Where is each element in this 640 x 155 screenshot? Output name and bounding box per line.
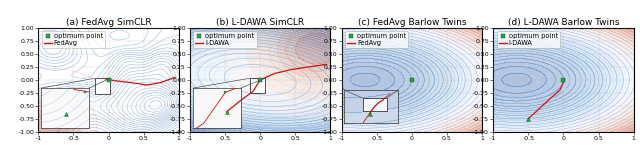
Title: (c) FedAvg Barlow Twins: (c) FedAvg Barlow Twins: [358, 18, 466, 27]
Title: (a) FedAvg SimCLR: (a) FedAvg SimCLR: [66, 18, 152, 27]
Bar: [95, 78, 110, 94]
Legend: optimum point, FedAvg: optimum point, FedAvg: [345, 31, 408, 48]
Bar: [250, 78, 265, 93]
Legend: optimum point, l-DAWA: optimum point, l-DAWA: [193, 31, 257, 48]
Legend: optimum point, l-DAWA: optimum point, l-DAWA: [497, 31, 560, 48]
Legend: optimum point, FedAvg: optimum point, FedAvg: [42, 31, 105, 48]
Title: (d) L-DAWA Barlow Twins: (d) L-DAWA Barlow Twins: [508, 18, 619, 27]
Bar: [363, 98, 387, 111]
Title: (b) L-DAWA SimCLR: (b) L-DAWA SimCLR: [216, 18, 304, 27]
